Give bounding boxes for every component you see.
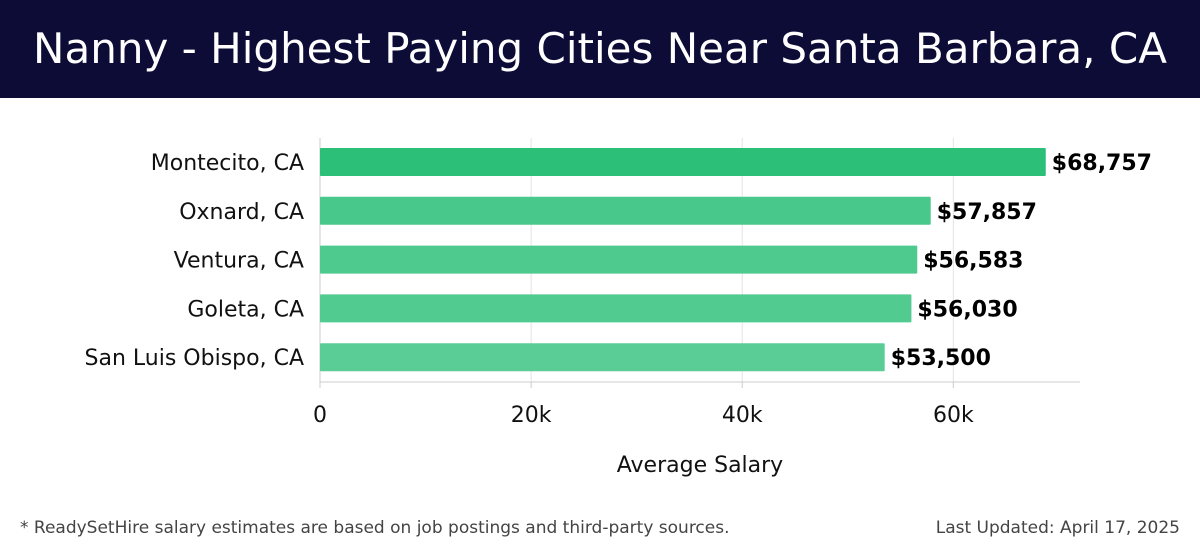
bar-chart: 0 20k 40k 60k Montecito, CA $68,757 Oxnard, CA… [85,138,1152,478]
data-label: $56,583 [923,249,1023,274]
bar [320,196,931,225]
category-label: Ventura, CA [174,249,304,274]
last-updated: Last Updated: April 17, 2025 [935,518,1180,538]
chart-title: Nanny - Highest Paying Cities Near Santa… [33,24,1167,73]
x-axis-title: Average Salary [617,453,783,478]
x-tick-label: 40k [722,403,763,428]
category-label: San Luis Obispo, CA [85,346,304,371]
bar [320,294,912,323]
bars [320,148,1046,372]
bar [320,343,885,372]
category-label: Montecito, CA [151,151,304,176]
data-label: $68,757 [1052,151,1152,176]
data-label: $57,857 [937,200,1037,225]
footnote: * ReadySetHire salary estimates are base… [20,518,730,538]
category-label: Oxnard, CA [179,200,304,225]
bar [320,148,1046,176]
x-tick-label: 60k [933,403,974,428]
x-tick-label: 20k [511,403,552,428]
category-label: Goleta, CA [187,297,304,322]
data-label: $56,030 [917,297,1017,322]
labels: 0 20k 40k 60k Montecito, CA $68,757 Oxnard, CA… [85,151,1152,478]
bar [320,245,918,274]
title-banner: Nanny - Highest Paying Cities Near Santa… [0,0,1200,98]
data-label: $53,500 [891,346,991,371]
x-tick-label: 0 [313,403,327,428]
